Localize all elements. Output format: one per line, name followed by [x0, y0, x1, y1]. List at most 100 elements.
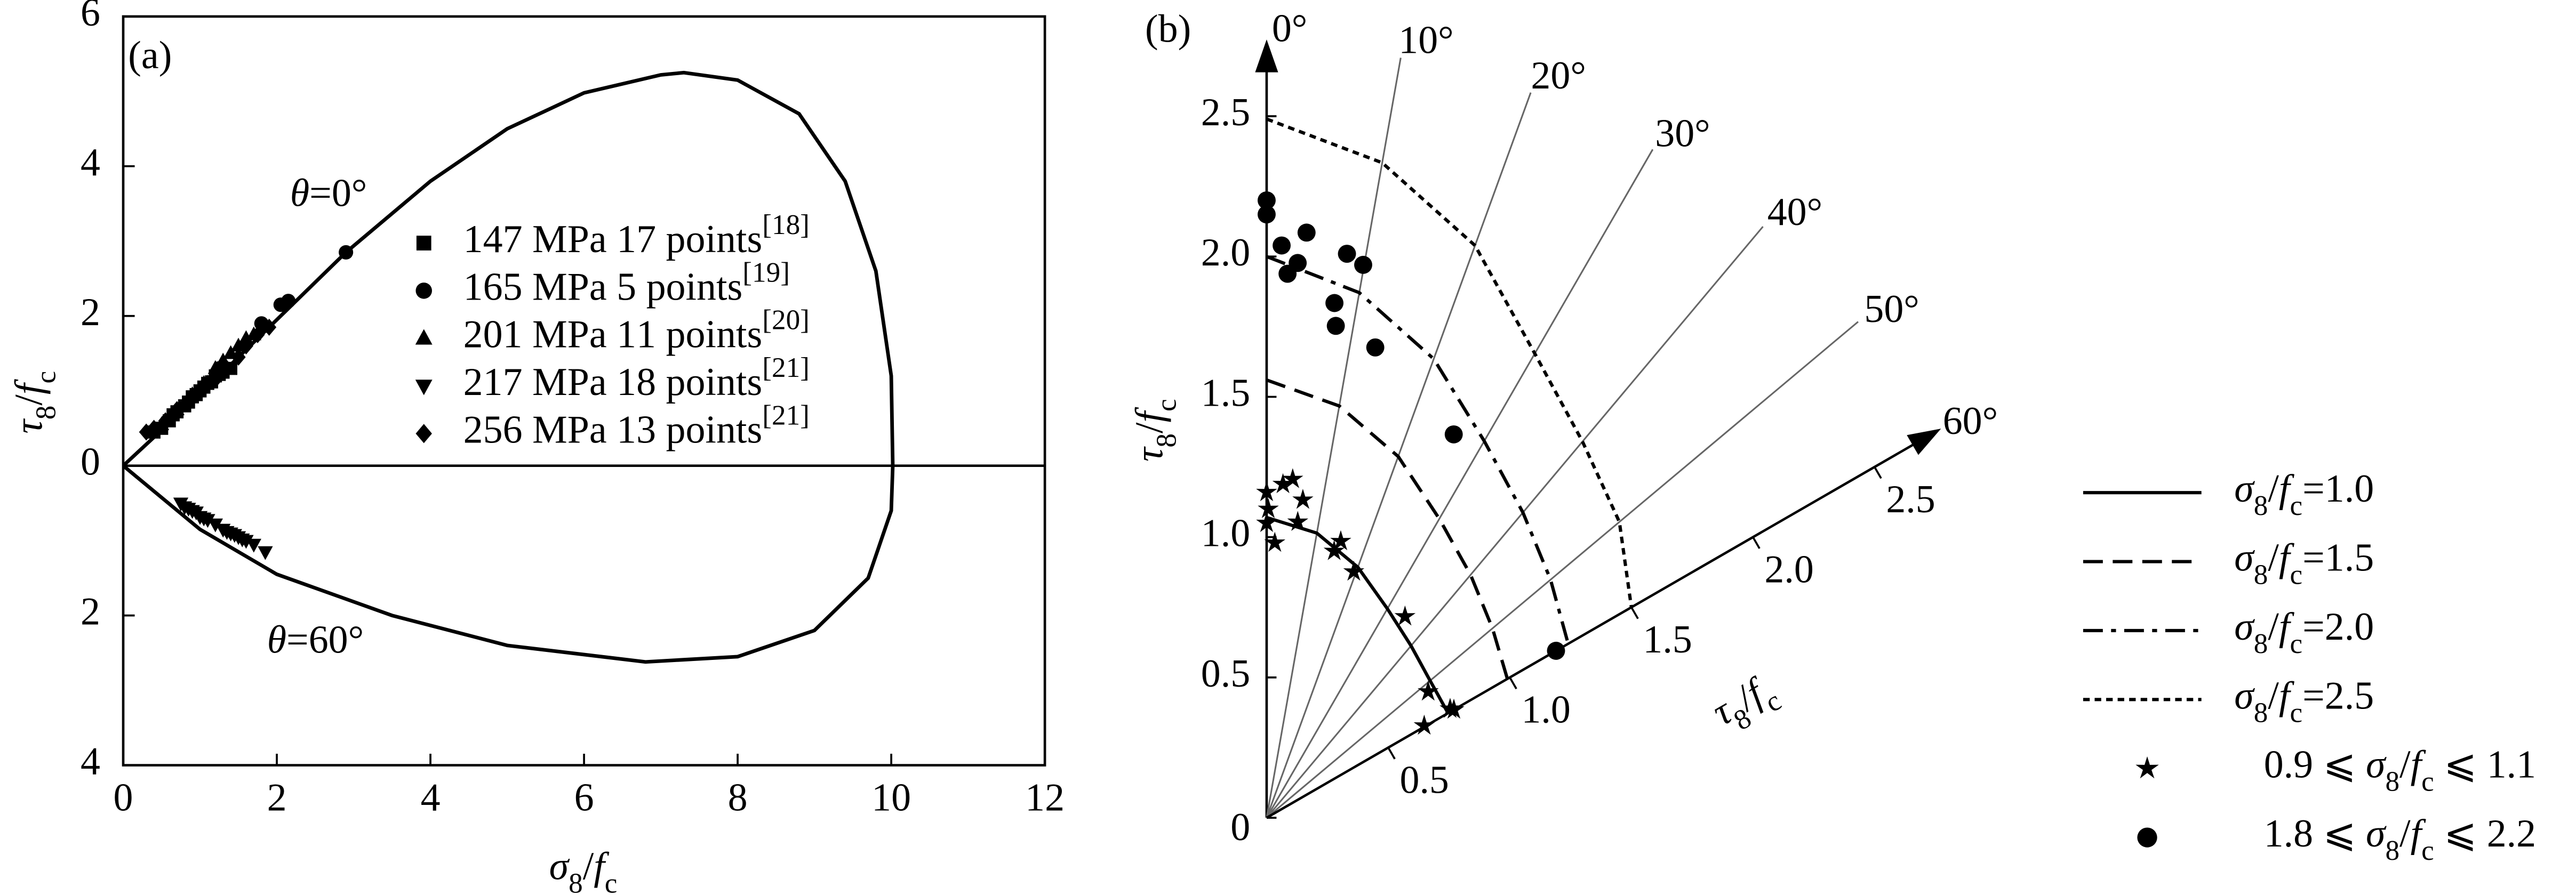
- r60-tick-label: 0.5: [1399, 757, 1449, 801]
- marker-triangle-down: [207, 518, 223, 533]
- marker-triangle-up: [238, 330, 254, 344]
- marker-triangle-up: [207, 360, 223, 374]
- legend-label: σ8/fc=2.5: [2234, 673, 2374, 728]
- r-tick-label: 1.5: [1201, 370, 1250, 414]
- marker-circle: [2137, 827, 2157, 848]
- theta-label: 0°: [1272, 6, 1308, 50]
- annotation: θ=0°: [290, 171, 367, 215]
- r60-tick-label: 2.5: [1886, 477, 1935, 521]
- marker-diamond: [231, 349, 246, 366]
- meridian-curve: [1266, 515, 1450, 714]
- marker-circle: [1258, 205, 1276, 224]
- marker-star: [1287, 511, 1309, 531]
- theta-label: 40°: [1767, 190, 1822, 233]
- marker-circle: [1444, 425, 1463, 444]
- panel-label: (b): [1145, 7, 1191, 51]
- axis-line: [1266, 431, 1936, 819]
- meridian-curve: [1266, 117, 1633, 608]
- marker-circle: [415, 283, 432, 299]
- radial-line: [1266, 321, 1859, 819]
- legend-label: 1.8 ⩽ σ8/fc ⩽ 2.2: [2264, 811, 2536, 866]
- axis-arrow: [1255, 39, 1278, 72]
- marker-circle: [1297, 223, 1316, 242]
- marker-circle: [1326, 317, 1345, 335]
- marker-circle: [1547, 641, 1565, 660]
- marker-circle: [1354, 255, 1372, 274]
- marker-circle: [1258, 191, 1276, 209]
- marker-diamond: [238, 337, 253, 354]
- marker-star: [1272, 473, 1294, 494]
- theta-label: 60°: [1943, 399, 1998, 442]
- x-tick-label: 8: [728, 775, 748, 819]
- r-tick-label: 2.5: [1201, 90, 1250, 134]
- annotation: θ=60°: [267, 618, 364, 662]
- radial-line: [1266, 149, 1654, 818]
- r60-tick-label: 1.0: [1521, 688, 1570, 731]
- theta-label: 20°: [1531, 53, 1586, 97]
- legend-label: 0.9 ⩽ σ8/fc ⩽ 1.1: [2264, 743, 2536, 797]
- r-tick-label: 0.5: [1201, 651, 1250, 695]
- r60-tick: [1387, 747, 1396, 760]
- x-axis-title: σ8/fc: [549, 844, 618, 895]
- marker-star: [2135, 756, 2159, 779]
- y-tick-label: 4: [81, 140, 100, 184]
- legend-label: 165 MPa 5 points[19]: [463, 256, 790, 308]
- r60-tick-label: 1.5: [1643, 617, 1692, 661]
- r-axis-title: τ8/fc: [1127, 399, 1182, 462]
- legend-label: σ8/fc=1.5: [2234, 536, 2374, 591]
- marker-star: [1343, 560, 1365, 581]
- axis-arrow: [1907, 429, 1941, 455]
- panel-label: (a): [128, 33, 172, 77]
- x-tick-label: 4: [421, 775, 441, 819]
- legend-label: σ8/fc=2.0: [2234, 604, 2374, 659]
- envelope-curve: [122, 70, 895, 664]
- marker-star: [1256, 481, 1277, 502]
- marker-triangle-down: [258, 546, 273, 560]
- marker-star: [1292, 489, 1314, 509]
- y-tick-label: 4: [81, 739, 100, 783]
- marker-diamond: [181, 393, 196, 411]
- theta-label: 50°: [1864, 287, 1919, 330]
- marker-triangle-up: [415, 329, 433, 345]
- marker-diamond: [219, 360, 234, 377]
- marker-circle: [1366, 338, 1385, 357]
- marker-circle: [1273, 236, 1291, 255]
- legend-label: 147 MPa 17 points[18]: [463, 209, 810, 261]
- r60-tick: [1630, 607, 1639, 619]
- marker-triangle-down: [238, 535, 254, 549]
- y-tick-label: 2: [81, 590, 100, 633]
- marker-star: [1323, 540, 1345, 560]
- marker-diamond: [415, 424, 432, 444]
- meridian-curve: [1266, 255, 1570, 644]
- theta-label: 30°: [1655, 111, 1710, 155]
- marker-circle: [1338, 245, 1356, 263]
- marker-triangle-down: [246, 538, 262, 553]
- r-axis-title: τ8/fc: [1705, 665, 1786, 744]
- x-tick-label: 12: [1025, 775, 1065, 819]
- legend-label: σ8/fc=1.0: [2234, 466, 2374, 521]
- marker-circle: [273, 297, 288, 312]
- y-tick-label: 6: [81, 0, 100, 34]
- y-tick-label: 0: [81, 440, 100, 483]
- r60-tick-label: 2.0: [1764, 547, 1813, 591]
- marker-circle: [1289, 254, 1307, 272]
- marker-star: [1282, 468, 1303, 488]
- radial-line: [1266, 58, 1402, 818]
- r-tick-label: 0: [1230, 805, 1250, 849]
- x-tick-label: 10: [871, 775, 911, 819]
- marker-star: [1264, 531, 1286, 552]
- legend-label: 217 MPa 18 points[21]: [463, 352, 810, 404]
- marker-circle: [1325, 294, 1344, 312]
- marker-diamond: [147, 420, 162, 437]
- marker-star: [1418, 680, 1439, 701]
- r60-tick: [1874, 466, 1882, 479]
- y-axis-title: τ8/fc: [7, 371, 62, 434]
- theta-label: 10°: [1398, 18, 1453, 62]
- r60-tick: [1509, 676, 1517, 690]
- x-tick-label: 6: [574, 775, 594, 819]
- marker-star: [1258, 498, 1279, 518]
- marker-diamond: [170, 401, 185, 418]
- r-tick-label: 2.0: [1201, 230, 1250, 274]
- marker-star: [1443, 698, 1465, 719]
